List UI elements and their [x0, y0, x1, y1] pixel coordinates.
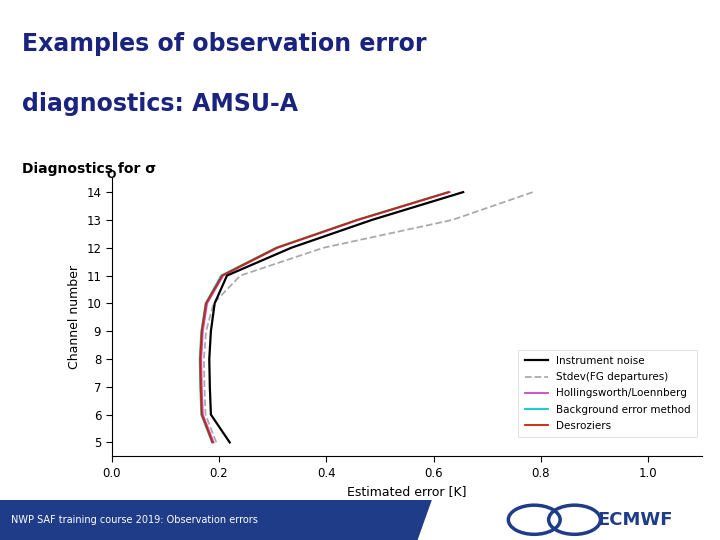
X-axis label: Estimated error [K]: Estimated error [K]	[347, 485, 467, 498]
Text: Examples of observation error: Examples of observation error	[22, 32, 426, 56]
Polygon shape	[0, 500, 432, 540]
Text: ECMWF: ECMWF	[598, 511, 673, 529]
Text: diagnostics: AMSU-A: diagnostics: AMSU-A	[22, 92, 297, 116]
Legend: Instrument noise, Stdev(FG departures), Hollingsworth/Loennberg, Background erro: Instrument noise, Stdev(FG departures), …	[518, 350, 697, 437]
Text: Diagnostics for σ: Diagnostics for σ	[22, 162, 156, 176]
Text: O: O	[107, 170, 116, 180]
Y-axis label: Channel number: Channel number	[68, 265, 81, 369]
Text: NWP SAF training course 2019: Observation errors: NWP SAF training course 2019: Observatio…	[11, 515, 258, 525]
